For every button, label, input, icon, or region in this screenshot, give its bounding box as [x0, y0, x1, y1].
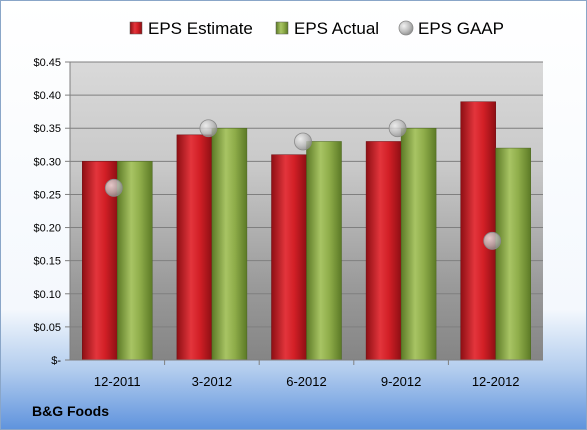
bar-eps-estimate [365, 141, 402, 361]
y-tick-label: $0.45 [33, 57, 61, 69]
marker-eps-gaap [104, 178, 123, 197]
y-tick-label: $0.05 [33, 322, 61, 334]
y-tick-label: $0.25 [33, 189, 61, 201]
y-axis: $- $0.05 $0.10 $0.15 $0.20 $0.25 $0.30 $0.35 $0.… [33, 57, 71, 367]
y-tick-label: $0.15 [33, 256, 61, 268]
y-tick-label: $0.35 [33, 123, 61, 135]
x-tick-label: 3-2012 [192, 374, 232, 389]
y-tick-label: $0.10 [33, 289, 61, 301]
legend-swatch-eps-estimate [129, 21, 143, 35]
bar-eps-actual [495, 147, 531, 361]
legend-label: EPS Estimate [148, 19, 253, 38]
x-tick-label: 6-2012 [286, 374, 326, 389]
legend-label: EPS Actual [294, 19, 379, 38]
x-tick-label: 12-2012 [472, 374, 520, 389]
y-tick-label: $0.20 [33, 223, 61, 235]
bar-eps-actual [306, 141, 342, 361]
x-axis: 12-2011 3-2012 6-2012 9-2012 12-2012 [70, 359, 543, 389]
bars [82, 101, 531, 361]
bar-eps-actual [400, 127, 437, 361]
marker-eps-gaap [388, 119, 407, 138]
marker-eps-gaap [294, 132, 312, 151]
legend: EPS Estimate EPS Actual EPS GAAP [129, 19, 504, 38]
y-tick-label: $0.40 [33, 90, 61, 102]
bar-eps-actual [117, 161, 153, 361]
bar-eps-estimate [271, 154, 307, 361]
bar-eps-estimate [460, 101, 496, 361]
y-tick-label: $- [51, 355, 61, 367]
x-tick-label: 12-2011 [94, 374, 141, 389]
marker-eps-gaap [199, 119, 218, 138]
bar-eps-estimate [176, 134, 213, 361]
x-tick-label: 9-2012 [381, 374, 421, 389]
legend-swatch-eps-actual [275, 21, 289, 35]
bar-eps-actual [211, 127, 248, 361]
gaap-markers [104, 119, 502, 250]
marker-eps-gaap [483, 231, 502, 250]
y-tick-label: $0.30 [33, 156, 61, 168]
legend-label: EPS GAAP [418, 19, 504, 38]
company-label: B&G Foods [32, 403, 109, 419]
legend-swatch-eps-gaap [398, 20, 414, 36]
